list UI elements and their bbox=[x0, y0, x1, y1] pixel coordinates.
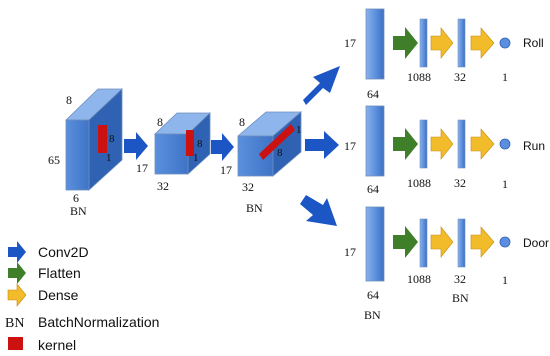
block1-norm-label: BN bbox=[70, 204, 87, 218]
door-flatten-bar bbox=[419, 218, 428, 268]
branch-arrow-door bbox=[300, 195, 337, 226]
block3-width-label: 32 bbox=[242, 180, 254, 194]
block1-kernel-w-label: 8 bbox=[109, 133, 115, 145]
roll-dense-bar bbox=[457, 18, 466, 68]
yellow-arrow-icon bbox=[7, 283, 27, 307]
block2-depth-label: 8 bbox=[157, 115, 163, 129]
roll-flatten-bar bbox=[419, 18, 428, 68]
run-input-height: 17 bbox=[344, 139, 356, 153]
door-flatten-arrow bbox=[393, 226, 418, 258]
roll-head-name: Roll bbox=[523, 36, 544, 50]
legend-bn-label: BatchNormalization bbox=[38, 314, 159, 330]
door-input-height: 17 bbox=[344, 245, 356, 259]
block3-volume bbox=[236, 111, 303, 177]
run-output-node bbox=[499, 138, 511, 150]
block3-height-label: 17 bbox=[220, 163, 232, 177]
legend-kernel-label: kernel bbox=[38, 337, 76, 353]
block1-volume bbox=[65, 88, 124, 191]
legend-conv-label: Conv2D bbox=[38, 244, 89, 260]
head-run: 17 64 1088 32 1 Run bbox=[344, 105, 545, 196]
block2-kernel-w-label: 8 bbox=[197, 138, 203, 150]
block2-height-label: 17 bbox=[136, 161, 148, 175]
door-dense-size: 32 bbox=[454, 272, 466, 286]
roll-flatten-arrow bbox=[393, 27, 418, 59]
block2-width-label: 32 bbox=[157, 179, 169, 193]
legend-flatten-label: Flatten bbox=[38, 265, 81, 281]
door-input-width: 64 bbox=[367, 288, 379, 302]
roll-dense-arrow-2 bbox=[470, 27, 495, 59]
block2-volume bbox=[154, 112, 211, 175]
door-flatten-size: 1088 bbox=[407, 272, 431, 286]
block1-depth-label: 8 bbox=[66, 93, 72, 107]
legend: Conv2D Flatten Dense BN BatchNormalizati… bbox=[5, 241, 159, 353]
blue-arrow-icon bbox=[8, 241, 26, 263]
block1-height-label: 65 bbox=[48, 153, 60, 167]
run-head-name: Run bbox=[523, 139, 545, 153]
roll-output-size: 1 bbox=[502, 70, 508, 84]
run-flatten-bar bbox=[419, 119, 428, 169]
door-output-size: 1 bbox=[502, 273, 508, 287]
block3-kernel-h-label: 1 bbox=[296, 124, 302, 136]
legend-dense-label: Dense bbox=[38, 287, 79, 303]
door-dense-norm: BN bbox=[452, 291, 469, 305]
roll-input-bar bbox=[365, 8, 385, 80]
head-roll: 17 64 1088 32 1 Roll bbox=[344, 8, 544, 101]
roll-output-node bbox=[499, 37, 511, 49]
run-input-bar bbox=[365, 105, 385, 177]
head-door: 17 64 BN 1088 32 BN 1 Door bbox=[344, 206, 549, 322]
door-input-bar bbox=[365, 206, 385, 282]
roll-input-height: 17 bbox=[344, 36, 356, 50]
run-input-width: 64 bbox=[367, 182, 379, 196]
block1-width-label: 6 bbox=[73, 191, 79, 205]
door-input-norm: BN bbox=[364, 308, 381, 322]
branch-arrow-run bbox=[305, 131, 339, 159]
door-dense-arrow-2 bbox=[470, 226, 495, 258]
run-dense-bar bbox=[457, 119, 466, 169]
door-head-name: Door bbox=[523, 236, 549, 250]
run-flatten-size: 1088 bbox=[407, 176, 431, 190]
roll-dense-size: 32 bbox=[454, 70, 466, 84]
green-arrow-icon bbox=[8, 262, 26, 284]
roll-dense-arrow-1 bbox=[430, 27, 454, 59]
block3-depth-label: 8 bbox=[239, 115, 245, 129]
door-dense-bar bbox=[457, 218, 466, 268]
run-dense-arrow-1 bbox=[430, 128, 454, 160]
door-output-node bbox=[499, 236, 511, 248]
kernel-block2 bbox=[186, 130, 194, 156]
kernel-block3 bbox=[259, 124, 295, 160]
block3-kernel-w-label: 8 bbox=[277, 147, 283, 159]
red-square-icon bbox=[8, 337, 23, 350]
block2-kernel-h-label: 1 bbox=[193, 152, 199, 164]
conv-arrow-2 bbox=[211, 133, 234, 161]
legend-bn-symbol: BN bbox=[5, 316, 24, 331]
kernel-block1 bbox=[98, 125, 107, 153]
conv-arrow-1 bbox=[124, 132, 148, 160]
roll-flatten-size: 1088 bbox=[407, 70, 431, 84]
door-dense-arrow-1 bbox=[430, 226, 454, 258]
run-dense-arrow-2 bbox=[470, 128, 495, 160]
run-flatten-arrow bbox=[393, 128, 418, 160]
roll-input-width: 64 bbox=[367, 87, 379, 101]
block1-kernel-h-label: 1 bbox=[106, 152, 112, 164]
run-dense-size: 32 bbox=[454, 176, 466, 190]
run-output-size: 1 bbox=[502, 177, 508, 191]
block3-norm-label: BN bbox=[246, 201, 263, 215]
branch-arrow-roll bbox=[303, 66, 340, 105]
